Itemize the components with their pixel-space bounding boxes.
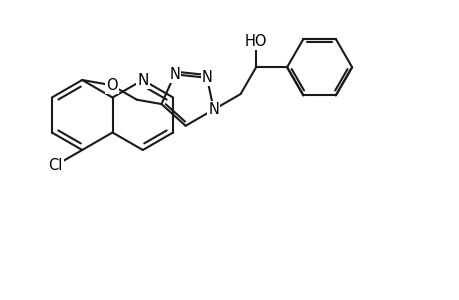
Text: O: O xyxy=(106,78,118,93)
Text: N: N xyxy=(208,102,219,117)
Text: N: N xyxy=(169,67,180,82)
Text: N: N xyxy=(201,70,212,85)
Text: HO: HO xyxy=(244,34,267,49)
Text: Cl: Cl xyxy=(48,158,62,173)
Text: N: N xyxy=(137,73,148,88)
